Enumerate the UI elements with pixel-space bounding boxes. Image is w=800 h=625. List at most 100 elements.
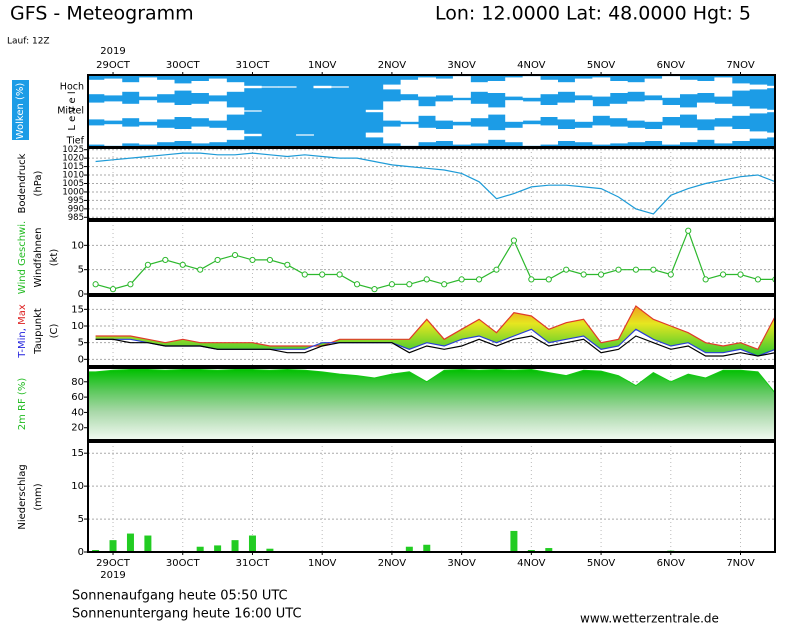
cloud-cover [139, 100, 158, 122]
wind-marker [388, 281, 396, 288]
cloud-cover [88, 79, 105, 95]
cloud-cover [644, 129, 663, 141]
wind-marker [353, 281, 361, 288]
cloud-cover [557, 129, 576, 141]
wind-marker [458, 276, 465, 283]
run-time: Lauf: 12Z [7, 37, 50, 47]
y-axis-label-part: (hPa) [33, 170, 44, 196]
wind-marker [249, 256, 256, 264]
y-tick-label: 10 [71, 481, 84, 492]
cloud-cover [505, 77, 524, 97]
x-tick-label: 29OCT [96, 558, 131, 569]
cloud-cover [139, 77, 158, 97]
y-axis-label: (mm) [33, 483, 44, 510]
y-tick-label: 5 [78, 338, 84, 349]
cloud-cover [522, 124, 541, 146]
wind-marker [580, 271, 587, 278]
cloud-cover [139, 125, 158, 145]
x-tick-label: 30OCT [166, 558, 201, 569]
cloud-cover [696, 81, 715, 93]
cloud-cover [731, 129, 750, 141]
panel-frame [87, 295, 776, 367]
cloud-cover [400, 79, 419, 95]
y-axis-label-part: Windfahnen [33, 228, 44, 288]
wind-marker [162, 256, 169, 264]
y-tick-label: 40 [71, 407, 84, 418]
panel-frame [87, 367, 776, 441]
cloud-cover [383, 84, 402, 90]
y-axis-label-part: (C) [49, 324, 60, 339]
cloud-cover [452, 100, 471, 122]
plot-area [88, 75, 775, 553]
wind-marker [528, 276, 535, 283]
cloud-cover [592, 77, 611, 97]
cloud-cover [557, 102, 576, 120]
cloud-cover [261, 86, 280, 88]
panel-background [88, 221, 775, 294]
y-axis-label: Taupunkt [33, 308, 44, 355]
cloud-cover [330, 86, 349, 88]
y-axis-label: Wind Geschwi. [17, 221, 28, 294]
y-tick-label: 990 [68, 204, 84, 214]
y-tick-label: 5 [78, 265, 84, 276]
y-axis-label-part: Niederschlag [17, 464, 28, 529]
x-tick-label: 4NOV [517, 558, 546, 569]
precip-bar [545, 548, 553, 552]
cloud-cover [121, 103, 140, 119]
cloud-cover [627, 101, 646, 121]
wind-marker [545, 276, 552, 283]
cloud-cover [540, 79, 558, 95]
cloud-cover [88, 102, 105, 120]
cloud-cover [470, 126, 489, 144]
cloud-cover [766, 85, 775, 89]
cloud-cover [627, 82, 646, 92]
y-tick-label: 0 [78, 289, 84, 300]
wind-marker [197, 266, 204, 273]
y-tick-label: 5 [78, 514, 84, 525]
year-label: 2019 [100, 570, 125, 581]
precip-bar [248, 535, 256, 552]
x-tick-label: 5NOV [587, 558, 616, 569]
cloud-cover [679, 79, 698, 95]
source: www.wetterzentrale.de [580, 612, 719, 625]
cloud-cover [644, 78, 663, 96]
cloud-cover [679, 127, 698, 143]
cloud-cover [522, 76, 541, 98]
y-tick-label: 1000 [62, 187, 84, 197]
cloud-cover [627, 127, 646, 143]
x-tick-label: 31OCT [236, 60, 271, 71]
cloud-cover [749, 108, 768, 114]
level-label: Tief [66, 136, 85, 147]
x-tick-label: 3NOV [447, 558, 476, 569]
precip-bar [109, 540, 117, 552]
cloud-cover [296, 134, 314, 136]
panel-frame [87, 147, 776, 220]
cloud-cover [714, 77, 733, 97]
year-label: 2019 [100, 46, 125, 57]
y-tick-label: 985 [68, 213, 84, 223]
cloud-cover [243, 133, 262, 137]
wind-marker [632, 266, 640, 273]
x-tick-label: 6NOV [657, 558, 686, 569]
panel-frame [87, 220, 776, 295]
cloud-cover [574, 78, 593, 96]
wind-marker [510, 237, 518, 244]
wind-marker [423, 276, 430, 283]
y-axis-label-part: Bodendruck [17, 153, 28, 213]
y-axis-label: (hPa) [33, 170, 44, 196]
x-tick-label: 3NOV [447, 60, 476, 71]
temperature-range-fill [95, 306, 775, 356]
cloud-cover [749, 84, 768, 90]
data-line [95, 228, 775, 290]
y-axis-label: Niederschlag [17, 464, 28, 529]
precip-bar [196, 546, 204, 552]
level-label: Hoch [60, 82, 84, 93]
cloud-cover [505, 127, 524, 143]
precip-bar [231, 540, 239, 552]
y-axis-label-part: T-Min, [17, 328, 28, 359]
y-axis-label-part: (mm) [33, 483, 44, 510]
cloud-cover [435, 78, 454, 96]
x-tick-label: 31OCT [236, 558, 271, 569]
